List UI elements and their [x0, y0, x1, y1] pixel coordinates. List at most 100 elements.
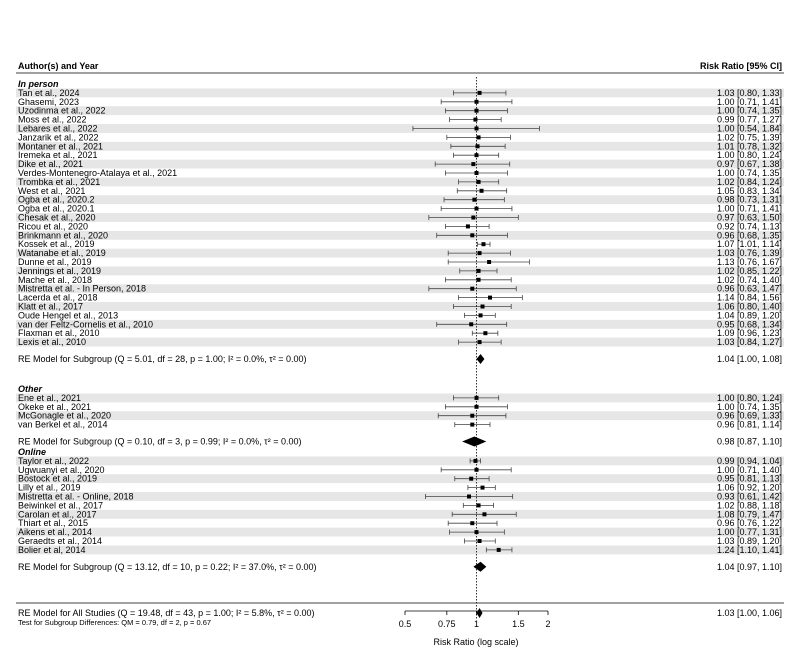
study-label: Trombka et al., 2021	[18, 177, 100, 187]
subgroup-test: Test for Subgroup Differences: QM = 0.79…	[18, 618, 211, 627]
point-estimate	[477, 251, 482, 256]
point-estimate	[474, 206, 479, 211]
point-estimate	[472, 197, 477, 202]
row-stripe	[16, 248, 784, 258]
study-label: Bolier et al, 2014	[18, 545, 86, 555]
study-estimate: 1.00 [0.54, 1.84]	[717, 124, 782, 134]
study-label: van der Feltz-Cornelis et al., 2010	[18, 319, 153, 329]
row-stripe	[16, 527, 784, 537]
study-label: Montaner et al., 2021	[18, 141, 103, 151]
study-label: Mache et al., 2018	[18, 275, 92, 285]
point-estimate	[473, 458, 478, 463]
study-label: Dike et al., 2021	[18, 159, 83, 169]
row-stripe	[16, 213, 784, 222]
point-estimate	[474, 467, 479, 472]
study-estimate: 0.99 [0.77, 1.27]	[717, 115, 782, 125]
study-label: Klatt et al., 2017	[18, 302, 83, 312]
study-estimate: 1.03 [0.89, 1.20]	[717, 536, 782, 546]
study-estimate: 0.96 [0.69, 1.33]	[717, 411, 782, 421]
row-stripes	[16, 88, 784, 555]
study-label: Taylor et al., 2022	[18, 456, 89, 466]
row-stripe	[16, 492, 784, 501]
summary-estimate: 1.04 [1.00, 1.08]	[717, 354, 782, 364]
study-estimate: 1.14 [0.84, 1.56]	[717, 293, 782, 303]
row-stripe	[16, 509, 784, 519]
row-stripe	[16, 545, 784, 555]
point-estimate	[482, 512, 487, 517]
row-stripe	[16, 411, 784, 421]
study-label: Aikens et al., 2014	[18, 527, 92, 537]
point-estimate	[470, 422, 475, 427]
x-tick-label: 0.75	[438, 619, 456, 629]
study-label: Thiart et al., 2015	[18, 518, 88, 528]
study-estimate: 1.00 [0.77, 1.31]	[717, 527, 782, 537]
point-estimate	[477, 90, 482, 95]
study-label: Iremeka et al., 2021	[18, 150, 98, 160]
x-axis-label: Risk Ratio (log scale)	[433, 637, 518, 647]
study-label: Dunne et al., 2019	[18, 257, 92, 267]
study-label: Ogba et al., 2020.2	[18, 195, 95, 205]
study-estimate: 1.02 [0.88, 1.18]	[717, 500, 782, 510]
study-label: Geraedts et al., 2014	[18, 536, 102, 546]
point-estimate	[480, 485, 485, 490]
study-label: Lebares et al., 2022	[18, 124, 98, 134]
x-tick-label: 2	[545, 619, 550, 629]
study-label: Jennings et al., 2019	[18, 266, 101, 276]
point-estimate	[469, 476, 474, 481]
row-stripe	[16, 474, 784, 484]
study-label: Lacerda et al., 2018	[18, 293, 98, 303]
study-label: Carolan et al., 2017	[18, 509, 97, 519]
group-title: In person	[18, 79, 59, 89]
point-estimate	[476, 179, 481, 184]
point-estimate	[487, 260, 492, 264]
study-estimate: 1.09 [0.96, 1.23]	[717, 328, 782, 338]
row-stripe	[16, 337, 784, 347]
study-estimate: 1.08 [0.79, 1.47]	[717, 509, 782, 519]
study-estimate: 1.00 [0.74, 1.35]	[717, 402, 782, 412]
row-stripe	[16, 266, 784, 276]
row-stripe	[16, 230, 784, 240]
row-stripe	[16, 456, 784, 466]
row-stripe	[16, 106, 784, 116]
row-stripe	[16, 284, 784, 294]
study-label: Moss et al., 2022	[18, 115, 87, 125]
study-estimate: 1.07 [1.01, 1.14]	[717, 239, 782, 249]
study-label: Ene et al., 2021	[18, 393, 81, 403]
point-estimate	[476, 503, 481, 508]
point-estimate	[476, 135, 481, 140]
summary-estimate: 0.98 [0.87, 1.10]	[717, 437, 782, 447]
study-label: Bostock et al., 2019	[18, 474, 97, 484]
study-estimate: 1.24 [1.10, 1.41]	[717, 545, 782, 555]
point-estimate	[477, 340, 482, 345]
summary-diamond	[462, 436, 487, 447]
study-estimate: 1.02 [0.74, 1.40]	[717, 275, 782, 285]
point-estimate	[483, 331, 488, 336]
study-estimate: 1.02 [0.84, 1.24]	[717, 177, 782, 187]
study-estimate: 1.01 [0.78, 1.32]	[717, 141, 782, 151]
point-estimate	[480, 304, 485, 309]
study-estimate: 0.96 [0.63, 1.47]	[717, 284, 782, 294]
study-estimate: 1.00 [0.71, 1.41]	[717, 97, 782, 107]
point-estimate	[477, 539, 482, 543]
point-estimate	[481, 242, 486, 247]
x-axis: 0.5 0.75 1 1.5 2	[399, 610, 551, 629]
study-label: Verdes-Montenegro-Atalaya et al., 2021	[18, 168, 177, 178]
study-label: Flaxman et al., 2010	[18, 328, 100, 338]
header-risk-ratio: Risk Ratio [95% CI]	[700, 61, 782, 71]
summary-label: RE Model for Subgroup (Q = 0.10, df = 3,…	[18, 437, 301, 447]
study-estimate: 1.00 [0.74, 1.35]	[717, 106, 782, 116]
study-label: West et al., 2021	[18, 186, 85, 196]
study-label: Uzodinma et al., 2022	[18, 106, 106, 116]
study-label: Ogba et al., 2020.1	[18, 204, 95, 214]
study-label: Lexis et al., 2010	[18, 337, 86, 347]
summary-estimate: 1.03 [1.00, 1.06]	[717, 608, 782, 618]
point-estimate	[465, 224, 470, 229]
point-estimate	[474, 395, 479, 400]
point-estimate	[470, 286, 475, 291]
study-estimate: 0.93 [0.61, 1.42]	[717, 492, 782, 502]
study-estimate: 0.95 [0.68, 1.34]	[717, 319, 782, 329]
point-estimate	[488, 295, 493, 300]
point-estimate	[471, 162, 476, 167]
study-estimate: 1.02 [0.85, 1.22]	[717, 266, 782, 276]
